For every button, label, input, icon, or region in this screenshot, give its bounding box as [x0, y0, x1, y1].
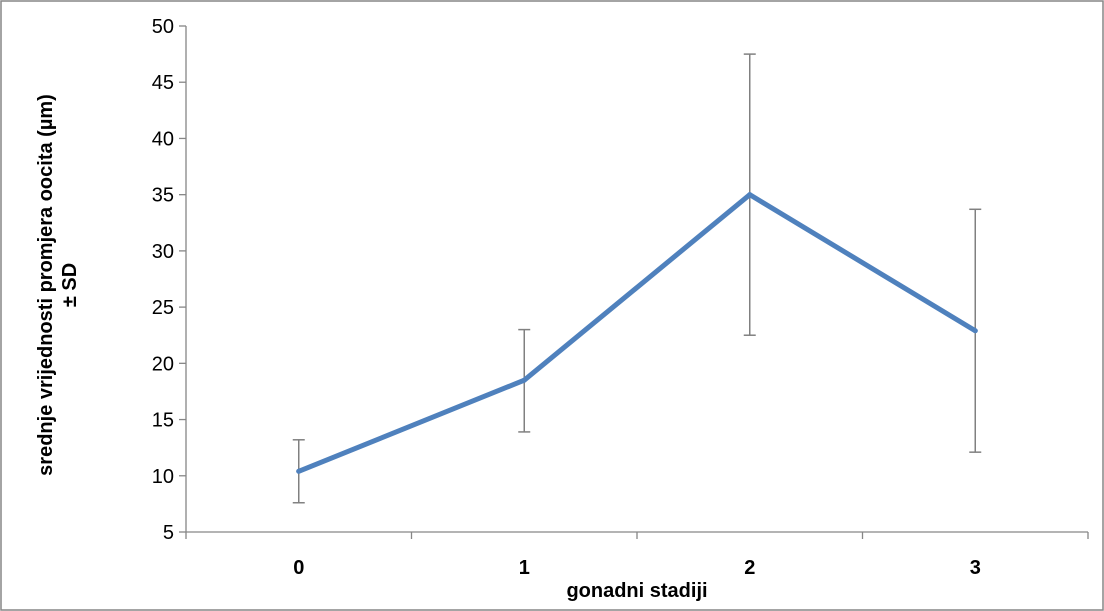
plot-area: 5 10 15 20 25 30 35 40 45 50 0 1 2 3 — [152, 16, 1089, 579]
y-tick-label: 50 — [152, 16, 174, 38]
y-tick-label: 5 — [163, 522, 174, 544]
y-axis-title-line-2: ± SD — [59, 263, 81, 307]
y-tick-label: 10 — [152, 466, 174, 488]
x-tick-label: 3 — [970, 557, 981, 579]
y-tick-label: 40 — [152, 128, 174, 150]
data-point — [521, 377, 527, 383]
x-tick-label: 2 — [744, 557, 755, 579]
data-point — [296, 468, 302, 474]
y-axis-title: srednje vrijednosti promjera oocita (µm)… — [35, 94, 81, 476]
x-axis-title: gonadni stadiji — [566, 580, 707, 602]
y-tick-label: 45 — [152, 72, 174, 94]
y-tick-label: 15 — [152, 410, 174, 432]
y-axis-title-line-1: srednje vrijednosti promjera oocita (µm) — [35, 94, 57, 476]
x-tick-label: 1 — [519, 557, 530, 579]
series-line — [296, 192, 978, 474]
y-tick-label: 35 — [152, 185, 174, 207]
y-tick-label: 20 — [152, 353, 174, 375]
y-tick-label: 30 — [152, 241, 174, 263]
x-tick-label: 0 — [293, 557, 304, 579]
data-point — [972, 328, 978, 334]
y-tick-label: 25 — [152, 297, 174, 319]
data-point — [747, 192, 753, 198]
